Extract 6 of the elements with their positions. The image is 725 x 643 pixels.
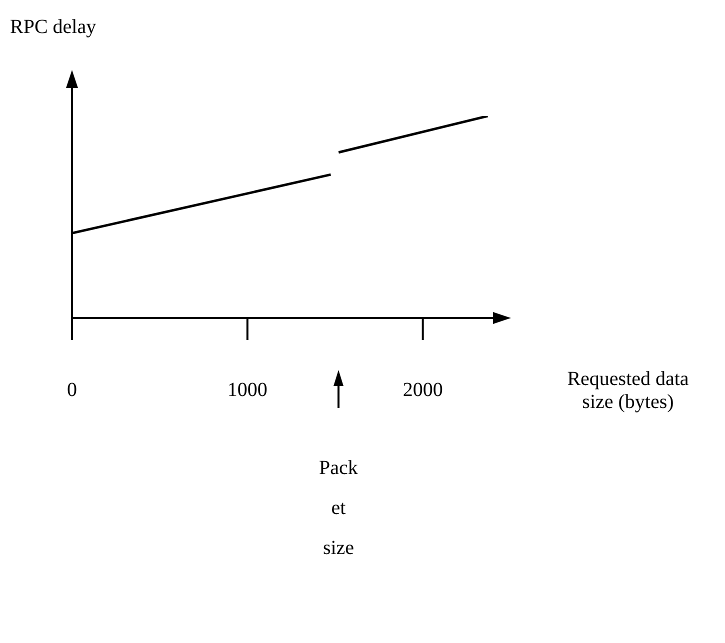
x-tick-label: 0 (67, 379, 77, 402)
y-axis-title: RPC delay (10, 16, 96, 39)
x-axis-title: Requested data size (bytes) (566, 368, 690, 414)
x-tick-label: 1000 (227, 379, 268, 402)
text: Pack et size (318, 456, 359, 561)
x-tick-label: 2000 (402, 379, 443, 402)
